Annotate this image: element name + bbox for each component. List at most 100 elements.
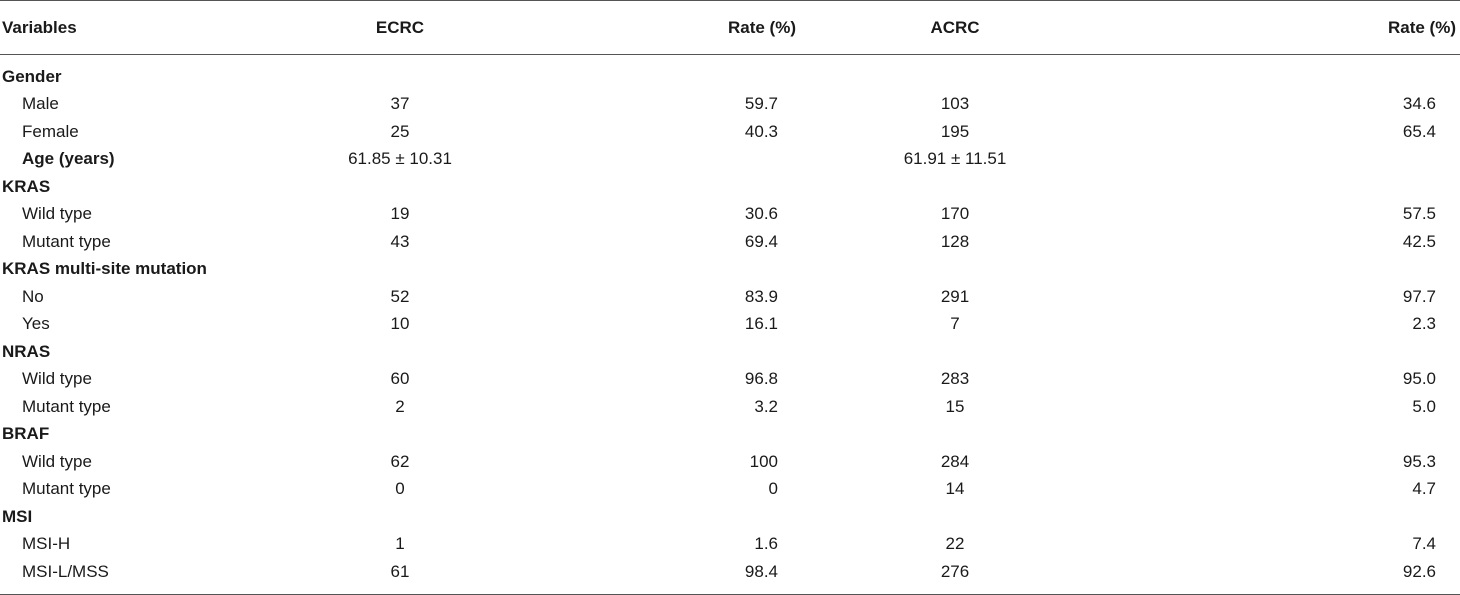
cell-acrc: 61.91 ± 11.51 (903, 149, 1007, 169)
section-row: MSI (0, 503, 1460, 531)
cell-rate-ecrc: 1.6 (754, 534, 778, 554)
header-rate-ecrc: Rate (%) (550, 0, 810, 55)
row-label: Yes (22, 314, 50, 334)
cell-acrc: 291 (940, 286, 970, 306)
section-label: NRAS (2, 341, 51, 361)
row-label: Age (years) (22, 149, 115, 169)
table-header: Variables ECRC Rate (%) ACRC Rate (%) (0, 0, 1460, 55)
cell-rate-ecrc: 83.9 (744, 286, 778, 306)
cell-acrc: 276 (940, 561, 970, 581)
cell-acrc: 103 (940, 94, 970, 114)
section-label: Gender (2, 66, 62, 86)
cell-ecrc: 43 (390, 231, 410, 251)
table-row: No 52 83.9 291 97.7 (0, 283, 1460, 311)
row-label: Wild type (22, 369, 92, 389)
row-label: Wild type (22, 451, 92, 471)
cell-rate-acrc: 65.4 (1402, 121, 1436, 141)
cell-ecrc: 61.85 ± 10.31 (348, 149, 452, 169)
cell-acrc: 170 (940, 204, 970, 224)
cell-rate-acrc: 92.6 (1402, 561, 1436, 581)
cell-acrc: 22 (945, 534, 965, 554)
section-row: BRAF (0, 421, 1460, 449)
section-label: KRAS multi-site mutation (2, 259, 207, 279)
cell-acrc: 195 (940, 121, 970, 141)
header-variables: Variables (0, 0, 250, 55)
table-row: Male 37 59.7 103 34.6 (0, 91, 1460, 119)
header-acrc: ACRC (810, 0, 1100, 55)
table-row: Mutant type 2 3.2 15 5.0 (0, 393, 1460, 421)
cell-rate-acrc: 95.3 (1402, 451, 1436, 471)
cell-acrc: 284 (940, 451, 970, 471)
table-row: MSI-H 1 1.6 22 7.4 (0, 531, 1460, 559)
cell-ecrc: 61 (390, 561, 410, 581)
table-row: Wild type 19 30.6 170 57.5 (0, 201, 1460, 229)
section-label: KRAS (2, 176, 51, 196)
row-label: Wild type (22, 204, 92, 224)
cell-rate-acrc: 5.0 (1412, 396, 1436, 416)
cell-rate-acrc: 97.7 (1402, 286, 1436, 306)
cell-rate-acrc (1100, 146, 1460, 174)
cell-rate-acrc: 34.6 (1402, 94, 1436, 114)
cell-rate-acrc: 42.5 (1402, 231, 1436, 251)
cell-acrc: 283 (940, 369, 970, 389)
cell-ecrc: 1 (395, 534, 405, 554)
section-row: KRAS (0, 173, 1460, 201)
cell-rate-acrc: 57.5 (1402, 204, 1436, 224)
cell-ecrc: 52 (390, 286, 410, 306)
section-row: KRAS multi-site mutation (0, 256, 1460, 284)
row-label: No (22, 286, 44, 306)
table-row: Yes 10 16.1 7 2.3 (0, 311, 1460, 339)
cell-acrc: 15 (945, 396, 965, 416)
table-row: MSI-L/MSS 61 98.4 276 92.6 (0, 558, 1460, 594)
table-row: Wild type 62 100 284 95.3 (0, 448, 1460, 476)
cell-rate-ecrc: 59.7 (744, 94, 778, 114)
table-row: Age (years) 61.85 ± 10.31 61.91 ± 11.51 (0, 146, 1460, 174)
cell-rate-ecrc: 98.4 (744, 561, 778, 581)
cell-rate-ecrc (550, 146, 810, 174)
cell-ecrc: 37 (390, 94, 410, 114)
cell-ecrc: 25 (390, 121, 410, 141)
cell-ecrc: 10 (390, 314, 410, 334)
header-ecrc: ECRC (250, 0, 550, 55)
row-label: Female (22, 121, 79, 141)
table-row: Mutant type 0 0 14 4.7 (0, 476, 1460, 504)
cell-rate-acrc: 7.4 (1412, 534, 1436, 554)
table-body: Gender Male 37 59.7 103 34.6 Female 25 40.3 195 65… (0, 55, 1460, 594)
table-row: Female 25 40.3 195 65.4 (0, 118, 1460, 146)
cell-ecrc: 19 (390, 204, 410, 224)
cell-rate-ecrc: 96.8 (744, 369, 778, 389)
cell-ecrc: 60 (390, 369, 410, 389)
section-label: BRAF (2, 424, 50, 444)
cell-rate-acrc: 95.0 (1402, 369, 1436, 389)
cell-rate-ecrc: 40.3 (744, 121, 778, 141)
row-label: Male (22, 94, 59, 114)
section-row: Gender (0, 55, 1460, 91)
header-rate-acrc: Rate (%) (1100, 0, 1460, 55)
section-row: NRAS (0, 338, 1460, 366)
cell-rate-ecrc: 30.6 (744, 204, 778, 224)
cell-rate-ecrc: 0 (768, 479, 778, 499)
cell-rate-ecrc: 69.4 (744, 231, 778, 251)
row-label: MSI-H (22, 534, 71, 554)
cell-rate-acrc: 4.7 (1412, 479, 1436, 499)
row-label: Mutant type (22, 396, 111, 416)
cell-acrc: 7 (950, 314, 960, 334)
cell-acrc: 14 (945, 479, 965, 499)
table-row: Mutant type 43 69.4 128 42.5 (0, 228, 1460, 256)
header-row: Variables ECRC Rate (%) ACRC Rate (%) (0, 0, 1460, 55)
cell-ecrc: 62 (390, 451, 410, 471)
cell-rate-ecrc: 100 (749, 451, 778, 471)
cell-rate-ecrc: 3.2 (754, 396, 778, 416)
cell-ecrc: 0 (395, 479, 405, 499)
row-label: MSI-L/MSS (22, 561, 109, 581)
table-row: Wild type 60 96.8 283 95.0 (0, 366, 1460, 394)
row-label: Mutant type (22, 231, 111, 251)
cell-ecrc: 2 (395, 396, 405, 416)
cell-rate-ecrc: 16.1 (744, 314, 778, 334)
row-label: Mutant type (22, 479, 111, 499)
cell-acrc: 128 (940, 231, 970, 251)
section-label: MSI (2, 506, 33, 526)
cell-rate-acrc: 2.3 (1412, 314, 1436, 334)
